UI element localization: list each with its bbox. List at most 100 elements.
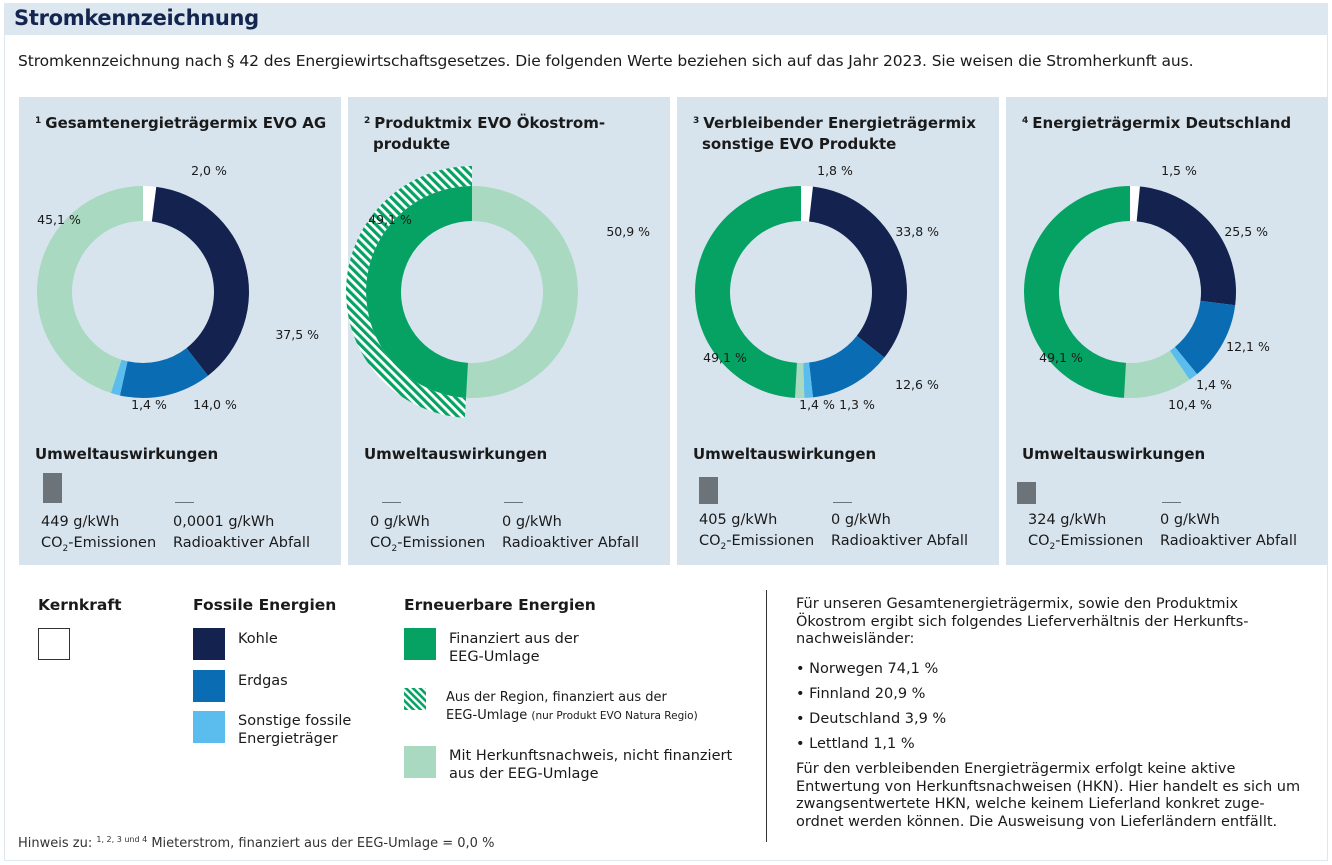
country-item: • Lettland 1,1 %: [796, 736, 915, 752]
legend-regio-swatch: [404, 688, 426, 710]
waste-value: 0,0001 g/kWh: [173, 514, 275, 530]
co2-label: CO2-Emissionen: [370, 535, 486, 554]
waste-emission-line: [175, 502, 194, 503]
umwelt-heading: Umweltauswirkungen: [693, 445, 877, 463]
donut-data-label: 1,8 %: [817, 163, 853, 178]
legend-erneuerbar-heading: Erneuerbare Energien: [404, 596, 596, 614]
donut-data-label: 1,4 %: [131, 397, 167, 412]
donut-data-label: 1,4 %: [799, 397, 835, 412]
supplier-intro: Für unseren Gesamtenergieträgermix, sowi…: [796, 596, 1249, 647]
umwelt-heading: Umweltauswirkungen: [364, 445, 548, 463]
waste-emission-line: [833, 502, 852, 503]
co2-label: CO2-Emissionen: [41, 535, 157, 554]
donut-segment-regio-hatch: [345, 166, 472, 418]
legend-kohle-swatch: [193, 628, 225, 660]
donut-segment-erdgas: [809, 335, 885, 398]
donut-data-label: 49,1 %: [1039, 350, 1083, 365]
legend-sonstige-swatch: [193, 711, 225, 743]
legend-erdgas-swatch: [193, 670, 225, 702]
waste-label: Radioaktiver Abfall: [1160, 533, 1297, 549]
donut-chart: 1,8 % 33,8 % 12,6 % 1,3 % 1,4 % 49,1 %: [695, 163, 939, 412]
co2-emission-line: [382, 502, 401, 503]
donut-chart: 2,0 % 37,5 % 14,0 % 1,4 % 45,1 %: [37, 163, 319, 412]
country-item: • Norwegen 74,1 %: [796, 661, 939, 677]
donut-segment-finanziert: [1024, 186, 1130, 398]
country-item: • Finnland 20,9 %: [796, 686, 926, 702]
donut-segment-kohle: [151, 186, 249, 376]
chart-panel-3: 3 Verbleibender Energieträgermix sonstige …: [677, 97, 999, 565]
header-bar: Stromkennzeichnung: [4, 3, 1328, 35]
donut-segment-finanziert: [366, 186, 472, 398]
donut-data-label: 12,1 %: [1226, 339, 1270, 354]
donut-data-label: 1,4 %: [1196, 377, 1232, 392]
donut-data-label: 45,1 %: [37, 212, 81, 227]
co2-label: CO2-Emissionen: [1028, 533, 1144, 552]
waste-emission-line: [1162, 502, 1181, 503]
co2-emission-bar: [43, 473, 62, 503]
donut-segment-finanziert: [695, 186, 801, 398]
legend-fossil-heading: Fossile Energien: [193, 596, 337, 614]
donut-segment-kernkraft: [143, 186, 157, 222]
chart-panel-2: 2 Produktmix EVO Ökostrom-produkte 50,9 %…: [345, 97, 670, 565]
co2-emission-bar: [699, 477, 718, 504]
waste-label: Radioaktiver Abfall: [831, 533, 968, 549]
legend-kernkraft-heading: Kernkraft: [38, 596, 122, 614]
co2-value: 405 g/kWh: [699, 512, 778, 528]
waste-label: Radioaktiver Abfall: [502, 535, 639, 551]
co2-value: 0 g/kWh: [370, 514, 430, 530]
donut-data-label: 14,0 %: [193, 397, 237, 412]
donut-segment-herkunft: [466, 186, 578, 398]
chart-panel-4: 4 Energieträgermix Deutschland 1,5 % 25,5 …: [1006, 97, 1328, 565]
chart-panel-1: 1 Gesamtenergieträgermix EVO AG 2,0 % 37,5…: [19, 97, 341, 565]
legend-erdgas-label: Erdgas: [238, 673, 288, 689]
donut-segment-erdgas: [1174, 300, 1236, 375]
donut-data-label: 2,0 %: [191, 163, 227, 178]
legend-kohle-label: Kohle: [238, 631, 278, 647]
umwelt-heading: Umweltauswirkungen: [35, 445, 219, 463]
donut-segment-herkunft: [37, 186, 143, 394]
donut-data-label: 1,5 %: [1161, 163, 1197, 178]
hkn-explanation: Für den verbleibenden Energieträgermix e…: [796, 761, 1301, 830]
donut-segment-kohle: [809, 186, 907, 358]
donut-segment-kohle: [1136, 186, 1236, 306]
intro-text: Stromkennzeichnung nach § 42 des Energie…: [18, 52, 1194, 70]
legend-finanziert-swatch: [404, 628, 436, 660]
donut-data-label: 25,5 %: [1224, 224, 1268, 239]
donut-segment-sonstige: [110, 359, 128, 396]
co2-value: 324 g/kWh: [1028, 512, 1107, 528]
donut-data-label: 37,5 %: [275, 327, 319, 342]
legend-herkunft-label: Mit Herkunftsnachweis, nicht finanziert a…: [449, 748, 733, 782]
donut-data-label: 49,1 %: [368, 212, 412, 227]
donut-data-label: 1,3 %: [839, 397, 875, 412]
donut-data-label: 12,6 %: [895, 377, 939, 392]
co2-label: CO2-Emissionen: [699, 533, 815, 552]
co2-value: 449 g/kWh: [41, 514, 120, 530]
waste-value: 0 g/kWh: [502, 514, 562, 530]
donut-data-label: 50,9 %: [606, 224, 650, 239]
waste-value: 0 g/kWh: [1160, 512, 1220, 528]
chart-title: 3 Verbleibender Energieträgermix sonstige …: [693, 114, 976, 153]
donut-segment-kernkraft: [801, 186, 813, 222]
waste-emission-line: [504, 502, 523, 503]
donut-segment-sonstige: [803, 362, 813, 398]
donut-segment-kernkraft: [1130, 186, 1140, 222]
waste-label: Radioaktiver Abfall: [173, 535, 310, 551]
chart-title: 4 Energieträgermix Deutschland: [1022, 114, 1292, 132]
legend-regio-label: Aus der Region, finanziert aus der EEG-Um…: [446, 690, 698, 723]
vertical-divider: [766, 590, 767, 842]
chart-title: 2 Produktmix EVO Ökostrom-produkte: [364, 114, 606, 153]
donut-data-label: 49,1 %: [703, 350, 747, 365]
donut-segment-herkunft: [1124, 350, 1190, 398]
donut-segment-sonstige: [1169, 346, 1198, 380]
legend-kernkraft-swatch: [38, 628, 70, 660]
donut-chart: 50,9 % 49,1 %: [345, 166, 650, 418]
co2-emission-bar: [1017, 482, 1036, 504]
footnote: Hinweis zu: 1, 2, 3 und 4 Mieterstrom, f…: [18, 835, 495, 851]
donut-segment-erdgas: [119, 348, 208, 398]
chart-title: 1 Gesamtenergieträgermix EVO AG: [35, 114, 327, 132]
donut-data-label: 33,8 %: [895, 224, 939, 239]
page-title: Stromkennzeichnung: [14, 6, 259, 30]
donut-data-label: 10,4 %: [1168, 397, 1212, 412]
waste-value: 0 g/kWh: [831, 512, 891, 528]
legend-herkunft-swatch: [404, 746, 436, 778]
